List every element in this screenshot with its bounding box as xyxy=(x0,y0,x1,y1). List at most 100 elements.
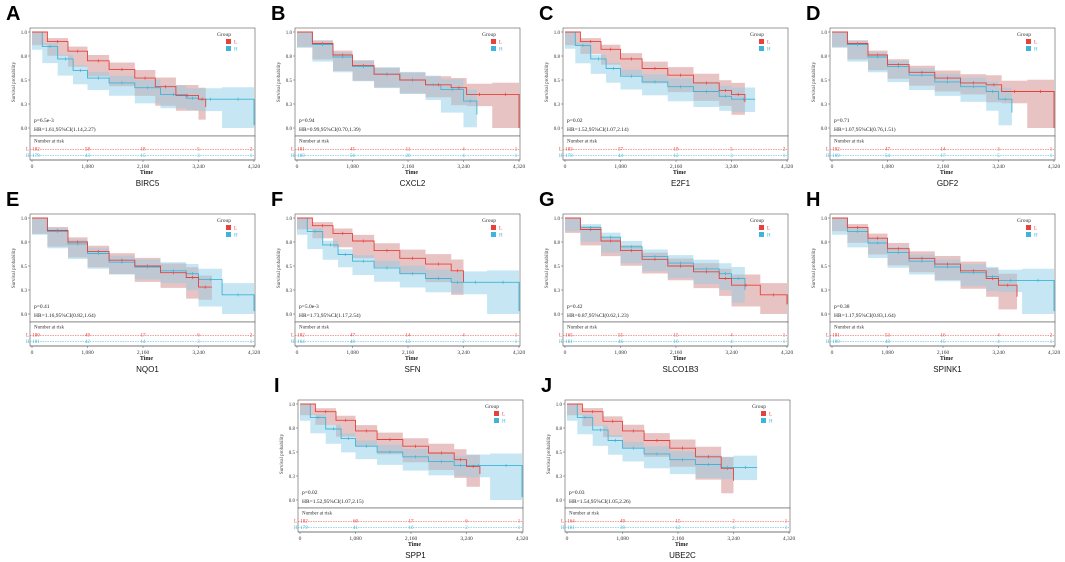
km-panel-b: B 0.0 0.3 0.5 0.8 1.0 Survival probability Grou… xyxy=(271,3,525,188)
risk-count-H: 17 xyxy=(941,154,947,159)
panel-letter: J xyxy=(541,375,552,397)
ci-band-overlap xyxy=(832,218,1017,310)
risk-count-H: 46 xyxy=(618,340,624,345)
risk-row-label-L: L xyxy=(826,148,829,153)
risk-row-label-H: H xyxy=(559,340,563,345)
x-tick-label: 0 xyxy=(564,164,567,170)
legend-label-H: H xyxy=(1034,48,1038,53)
x-tick-label: 1,080 xyxy=(349,536,362,542)
risk-table xyxy=(829,135,1056,161)
x-tick-label: 1,080 xyxy=(81,350,94,356)
risk-count-L: 1 xyxy=(515,334,518,339)
x-tick-label: 2,160 xyxy=(937,164,950,170)
y-axis-label: Survival probability xyxy=(280,433,285,474)
x-tick-label: 3,240 xyxy=(992,164,1005,170)
risk-count-H: 56 xyxy=(350,154,356,159)
y-tick-label: 0.8 xyxy=(21,55,28,60)
km-curve-H xyxy=(565,217,746,290)
hazard-ratio: HR=1.61,95%CI(1.14,2.27) xyxy=(34,126,96,133)
legend-title: Group xyxy=(1017,32,1031,38)
p-value: p=0.02 xyxy=(302,490,318,496)
x-tick-label: 4,320 xyxy=(781,350,794,356)
risk-count-L: 2 xyxy=(250,148,253,153)
legend-label-L: L xyxy=(1034,41,1037,46)
hazard-ratio: HR=0.87,95%CI(0.62,1.23) xyxy=(567,312,629,319)
risk-count-L: 15 xyxy=(676,520,682,525)
legend-swatch-L xyxy=(494,411,499,416)
risk-row-label-H: H xyxy=(826,340,830,345)
risk-count-H: 2 xyxy=(462,340,465,345)
km-panel-j: J 0.0 0.3 0.5 0.8 1.0 Survival probability Grou… xyxy=(541,375,795,560)
p-value: p=0.02 xyxy=(567,118,583,124)
x-tick-label: 4,320 xyxy=(1048,350,1061,356)
p-value: p=0.41 xyxy=(34,304,50,310)
risk-count-H: 16 xyxy=(674,340,680,345)
y-tick-label: 0.0 xyxy=(21,313,28,318)
panel-letter: H xyxy=(806,189,820,211)
x-tick-label: 4,320 xyxy=(248,350,261,356)
ci-band-H xyxy=(300,404,522,500)
y-tick-label: 0.5 xyxy=(289,451,296,456)
risk-count-H: 1 xyxy=(250,340,253,345)
y-tick-label: 0.8 xyxy=(556,427,563,432)
risk-row-label-L: L xyxy=(26,148,29,153)
risk-count-H: 180 xyxy=(832,340,840,345)
hazard-ratio: HR=1.73,95%CI(1.17,2.54) xyxy=(299,312,361,319)
risk-count-L: 180 xyxy=(32,334,40,339)
y-tick-label: 0.8 xyxy=(289,427,296,432)
legend-title: Group xyxy=(750,32,764,38)
risk-count-L: 2 xyxy=(1050,334,1053,339)
risk-count-H: 4 xyxy=(730,340,733,345)
risk-count-L: 14 xyxy=(941,148,947,153)
risk-row-label-H: H xyxy=(559,154,563,159)
legend-label-H: H xyxy=(767,48,771,53)
x-axis-label: Time xyxy=(405,356,419,362)
risk-table-title: Number at risk xyxy=(302,512,332,517)
risk-count-L: 192 xyxy=(832,148,840,153)
risk-count-L: 6 xyxy=(197,334,200,339)
risk-count-L: 1 xyxy=(785,520,788,525)
x-tick-label: 1,080 xyxy=(614,350,627,356)
x-tick-label: 3,240 xyxy=(725,350,738,356)
x-tick-label: 4,320 xyxy=(1048,164,1061,170)
risk-count-H: 39 xyxy=(620,526,626,531)
x-axis-label: Time xyxy=(673,170,687,176)
risk-count-H: 1 xyxy=(518,526,521,531)
risk-count-H: 164 xyxy=(297,340,305,345)
gene-name: SFN xyxy=(405,365,421,374)
km-panel-c: C 0.0 0.3 0.5 0.8 1.0 Survival probability Grou… xyxy=(539,3,793,188)
risk-count-L: 47 xyxy=(885,148,891,153)
risk-count-H: 3 xyxy=(730,154,733,159)
x-tick-label: 2,160 xyxy=(670,164,683,170)
y-tick-label: 0.3 xyxy=(554,289,561,294)
risk-count-H: 1 xyxy=(1050,154,1053,159)
y-tick-label: 0.8 xyxy=(821,241,828,246)
risk-row-label-H: H xyxy=(826,154,830,159)
x-tick-label: 2,160 xyxy=(402,350,415,356)
y-tick-label: 0.3 xyxy=(21,289,28,294)
legend-title: Group xyxy=(482,218,496,224)
panel-letter: B xyxy=(271,3,285,25)
risk-count-L: 11 xyxy=(406,148,411,153)
x-tick-label: 3,240 xyxy=(457,164,470,170)
risk-count-H: 181 xyxy=(567,526,575,531)
risk-row-label-L: L xyxy=(559,148,562,153)
risk-table-title: Number at risk xyxy=(834,140,864,145)
risk-row-label-L: L xyxy=(826,334,829,339)
y-tick-label: 0.5 xyxy=(556,451,563,456)
y-axis-label: Survival probability xyxy=(277,247,282,288)
y-tick-label: 0.8 xyxy=(21,241,28,246)
x-tick-label: 4,320 xyxy=(513,350,526,356)
km-curve-L xyxy=(297,217,464,283)
x-tick-label: 3,240 xyxy=(725,164,738,170)
risk-count-L: 49 xyxy=(620,520,626,525)
y-axis-label: Survival probability xyxy=(547,433,552,474)
x-tick-label: 1,080 xyxy=(81,164,94,170)
x-axis-label: Time xyxy=(408,542,422,548)
y-tick-label: 0.5 xyxy=(286,79,293,84)
y-axis-label: Survival probability xyxy=(545,61,550,102)
legend-label-L: L xyxy=(234,227,237,232)
y-axis-label: Survival probability xyxy=(12,61,17,102)
y-tick-label: 0.3 xyxy=(556,475,563,480)
risk-count-L: 1 xyxy=(1050,148,1053,153)
